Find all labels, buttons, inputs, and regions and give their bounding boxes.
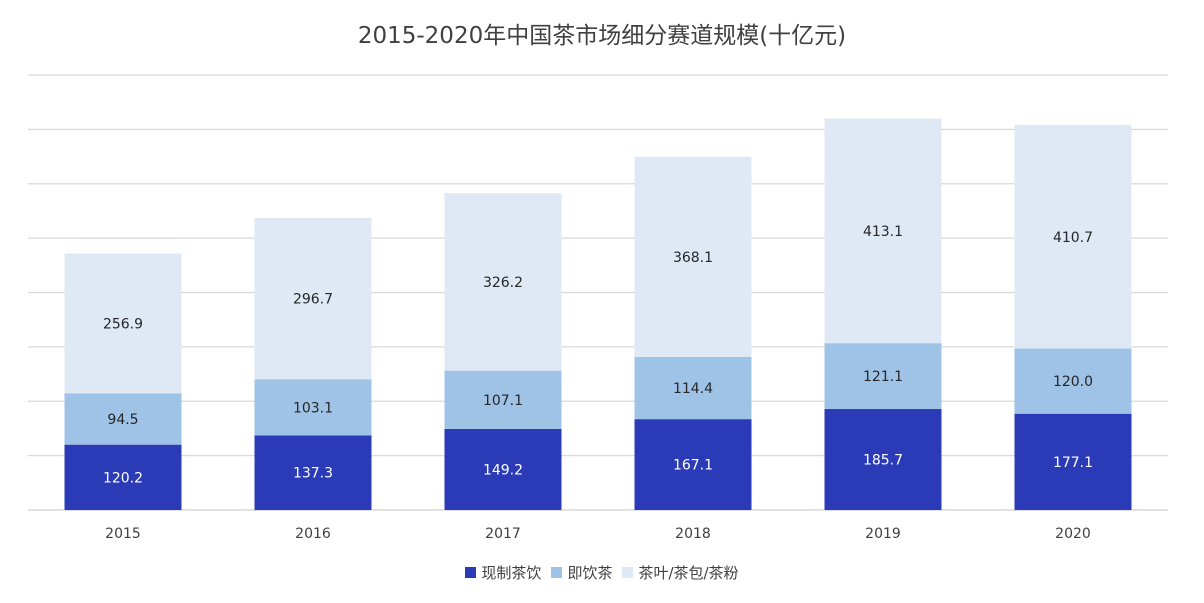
bars bbox=[64, 118, 1132, 510]
chart-title: 2015-2020年中国茶市场细分赛道规模(十亿元) bbox=[357, 23, 847, 49]
x-tick-label: 2018 bbox=[675, 526, 711, 542]
data-label: 256.9 bbox=[103, 316, 143, 332]
bar-segment bbox=[254, 435, 372, 510]
bar-segment bbox=[634, 419, 752, 510]
bar-segment bbox=[64, 393, 182, 445]
bar-segment bbox=[824, 118, 942, 344]
data-label: 121.1 bbox=[863, 369, 903, 385]
x-tick-label: 2020 bbox=[1055, 526, 1091, 542]
legend-label: 现制茶饮 bbox=[481, 564, 542, 582]
data-label: 149.2 bbox=[483, 462, 523, 478]
legend-item: 即饮茶 bbox=[551, 562, 612, 583]
data-label: 296.7 bbox=[293, 292, 333, 308]
data-label: 167.1 bbox=[673, 458, 713, 474]
legend-label: 茶叶/茶包/茶粉 bbox=[638, 564, 739, 582]
legend-swatch bbox=[551, 567, 563, 578]
bar-segment bbox=[64, 253, 182, 394]
bar-segment bbox=[444, 370, 562, 429]
bar-segment bbox=[824, 409, 942, 510]
x-tick-label: 2016 bbox=[295, 526, 331, 542]
data-label: 120.0 bbox=[1053, 374, 1093, 390]
bar-segment bbox=[824, 343, 942, 410]
bar-segment bbox=[1014, 125, 1132, 349]
data-label: 410.7 bbox=[1053, 230, 1093, 246]
gridlines bbox=[28, 74, 1168, 511]
legend-item: 现制茶饮 bbox=[465, 562, 541, 583]
x-tick-label: 2017 bbox=[485, 526, 521, 542]
data-label: 368.1 bbox=[673, 250, 713, 266]
legend-swatch bbox=[622, 567, 634, 578]
data-label: 107.1 bbox=[483, 393, 523, 409]
bar-segment bbox=[64, 444, 182, 510]
data-label: 185.7 bbox=[863, 453, 903, 469]
data-label: 103.1 bbox=[293, 400, 333, 416]
x-tick-label: 2015 bbox=[105, 526, 141, 542]
legend-item: 茶叶/茶包/茶粉 bbox=[622, 562, 739, 583]
bar-segment bbox=[254, 379, 372, 436]
data-label: 326.2 bbox=[483, 275, 523, 291]
legend: 现制茶饮 即饮茶 茶叶/茶包/茶粉 bbox=[0, 562, 1204, 583]
bar-segment bbox=[634, 356, 752, 420]
data-label: 114.4 bbox=[673, 381, 713, 397]
bar-segment bbox=[444, 428, 562, 510]
bar-segment bbox=[254, 217, 372, 380]
data-label: 413.1 bbox=[863, 224, 903, 240]
data-label: 137.3 bbox=[293, 466, 333, 482]
data-label: 94.5 bbox=[107, 412, 138, 428]
data-labels: 120.2 94.5 256.9 137.3 103.1 296.7 149.2 107.1 3… bbox=[103, 224, 1093, 486]
bar-segment bbox=[1014, 413, 1132, 510]
bar-segment bbox=[1014, 348, 1132, 414]
x-axis-tick-labels: 2015 2016 2017 2018 2019 2020 bbox=[105, 526, 1091, 542]
x-tick-label: 2019 bbox=[865, 526, 901, 542]
legend-label: 即饮茶 bbox=[567, 564, 613, 582]
data-label: 120.2 bbox=[103, 470, 143, 486]
bar-segment bbox=[634, 156, 752, 357]
data-label: 177.1 bbox=[1053, 455, 1093, 471]
bar-segment bbox=[444, 193, 562, 371]
legend-swatch bbox=[465, 567, 477, 578]
